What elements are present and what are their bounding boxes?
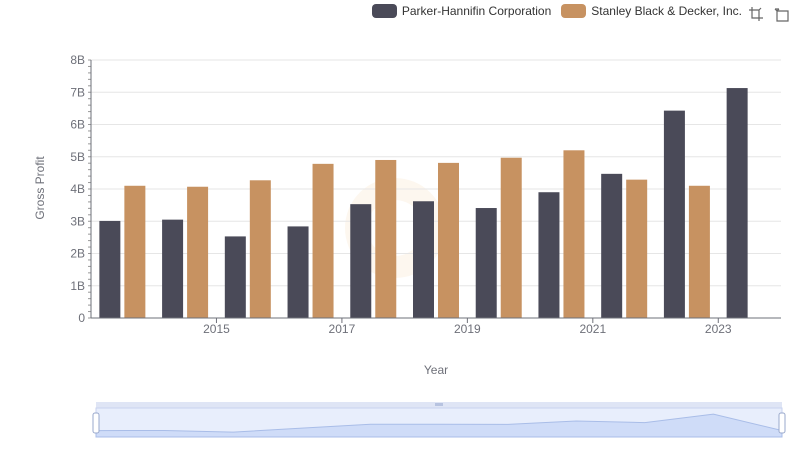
- legend-item-stanley-black-decker[interactable]: Stanley Black & Decker, Inc.: [561, 4, 742, 18]
- legend: Parker-Hannifin Corporation Stanley Blac…: [371, 4, 742, 18]
- x-tick-label: 2023: [705, 322, 732, 336]
- x-axis-title: Year: [424, 363, 448, 377]
- y-minor-ticks: [88, 59, 91, 319]
- bars: [99, 88, 748, 319]
- y-tick-label: 6B: [70, 118, 85, 132]
- zoom-icon[interactable]: [748, 6, 764, 22]
- bar-parker-hannifin[interactable]: [663, 110, 685, 318]
- legend-label-parker-hannifin: Parker-Hannifin Corporation: [401, 4, 552, 18]
- bar-stanley-black-decker[interactable]: [563, 150, 585, 318]
- y-axis-title: Gross Profit: [33, 156, 47, 220]
- bar-parker-hannifin[interactable]: [601, 173, 623, 318]
- y-tick-label: 8B: [70, 53, 85, 67]
- bar-stanley-black-decker[interactable]: [626, 179, 648, 318]
- x-tick-label: 2019: [454, 322, 481, 336]
- bar-parker-hannifin[interactable]: [538, 192, 560, 318]
- slider-move-handle[interactable]: [435, 403, 443, 406]
- y-tick-label: 1B: [70, 279, 85, 293]
- toolbox: [748, 6, 790, 22]
- bar-stanley-black-decker[interactable]: [438, 162, 459, 318]
- y-tick-label: 3B: [70, 214, 85, 228]
- bar-parker-hannifin[interactable]: [224, 236, 246, 318]
- y-tick-label: 4B: [70, 182, 85, 196]
- bar-stanley-black-decker[interactable]: [124, 185, 146, 318]
- x-tick-label: 2021: [579, 322, 606, 336]
- axes: 0 1B 2B 3B 4B 5B 6B 7B 8B 2015 2017 2019 2021 2023: [70, 53, 781, 336]
- bar-parker-hannifin[interactable]: [350, 204, 372, 318]
- bar-stanley-black-decker[interactable]: [249, 180, 271, 318]
- slider-left-handle[interactable]: [92, 412, 100, 434]
- bar-parker-hannifin[interactable]: [413, 201, 434, 318]
- legend-swatch-parker-hannifin: [371, 4, 397, 18]
- bar-parker-hannifin[interactable]: [162, 219, 184, 318]
- bar-parker-hannifin[interactable]: [726, 88, 748, 319]
- y-tick-label: 0: [78, 311, 85, 325]
- legend-item-parker-hannifin[interactable]: Parker-Hannifin Corporation: [371, 4, 552, 18]
- legend-label-stanley-black-decker: Stanley Black & Decker, Inc.: [591, 4, 742, 18]
- bar-stanley-black-decker[interactable]: [187, 186, 209, 318]
- bar-parker-hannifin[interactable]: [287, 226, 309, 318]
- y-tick-label: 2B: [70, 247, 85, 261]
- bar-stanley-black-decker[interactable]: [500, 157, 522, 318]
- y-tick-label: 7B: [70, 85, 85, 99]
- bar-stanley-black-decker[interactable]: [688, 185, 710, 318]
- y-tick-label: 5B: [70, 150, 85, 164]
- x-tick-label: 2015: [203, 322, 230, 336]
- bar-parker-hannifin[interactable]: [99, 220, 121, 318]
- slider-area-preview: [95, 413, 783, 438]
- restore-icon[interactable]: [774, 6, 790, 22]
- legend-swatch-stanley-black-decker: [561, 4, 587, 18]
- bar-stanley-black-decker[interactable]: [312, 163, 334, 318]
- bar-stanley-black-decker[interactable]: [375, 159, 397, 318]
- data-zoom-slider[interactable]: [92, 402, 786, 438]
- x-tick-label: 2017: [329, 322, 356, 336]
- slider-right-handle[interactable]: [778, 412, 786, 434]
- bar-parker-hannifin[interactable]: [475, 208, 497, 318]
